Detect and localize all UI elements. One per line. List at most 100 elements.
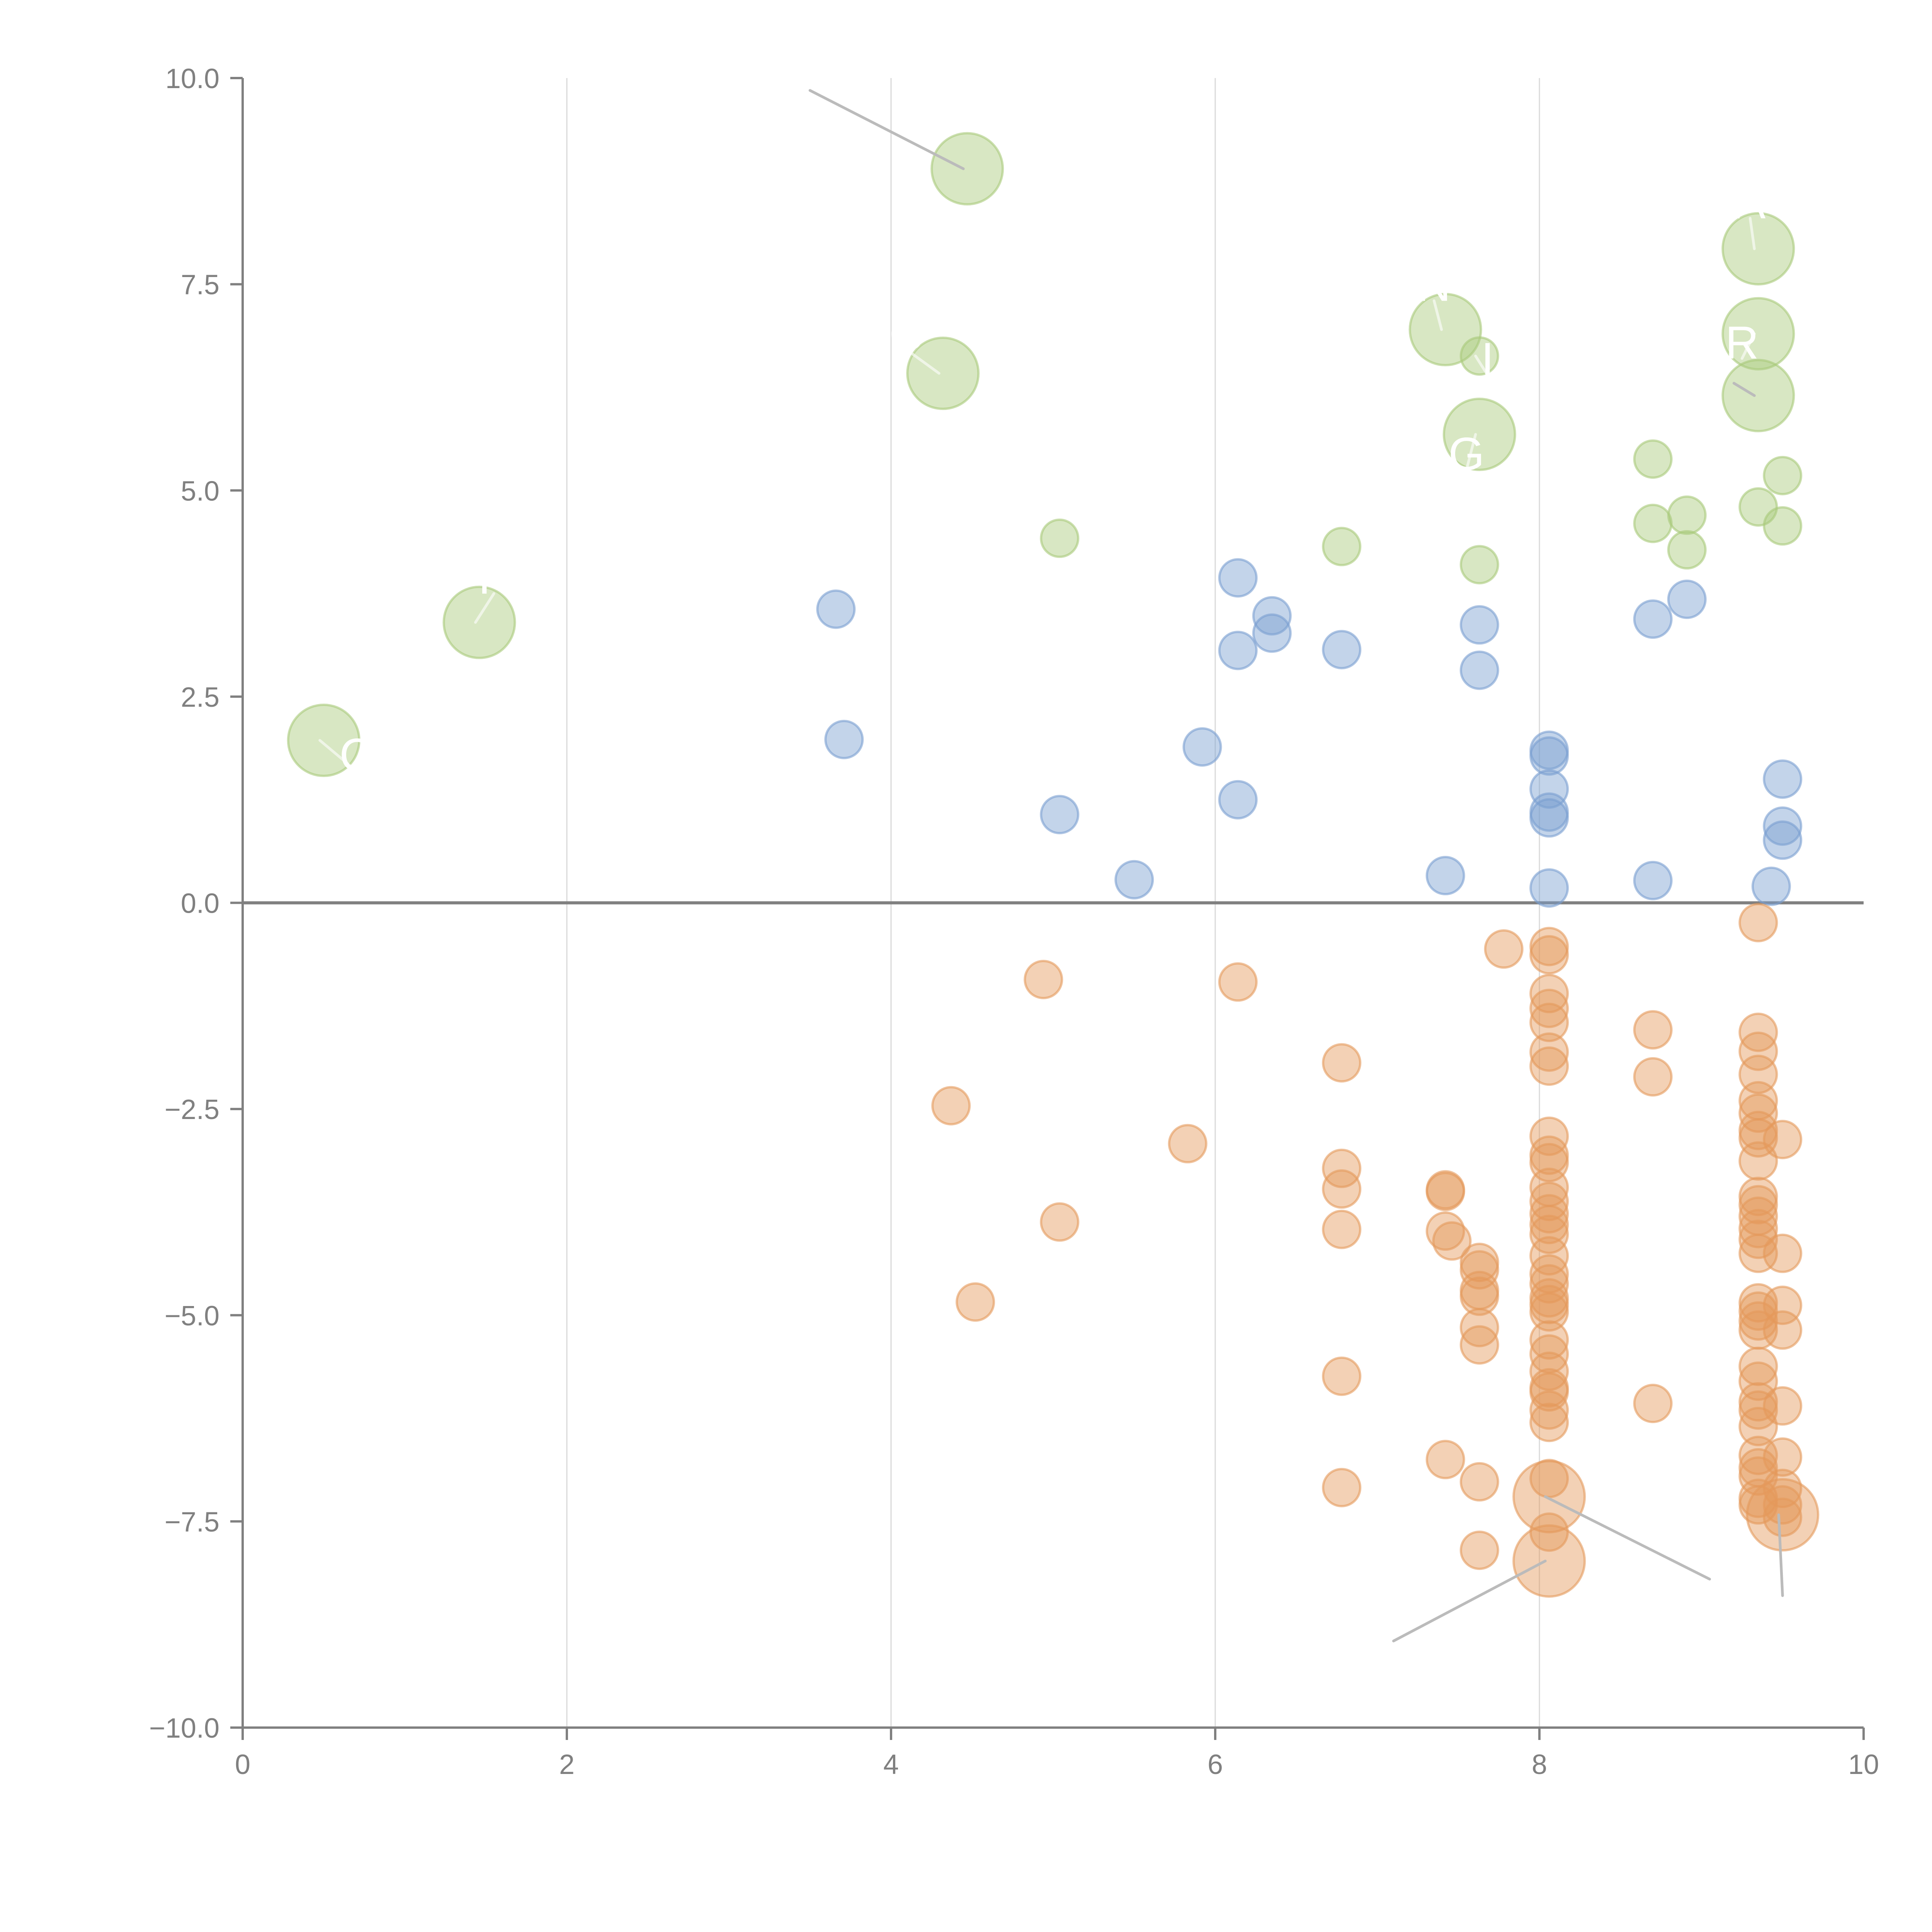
data-point-blue xyxy=(1322,630,1362,670)
data-point-orange xyxy=(1529,1214,1569,1254)
data-point-green xyxy=(1459,545,1499,585)
data-point-green xyxy=(1763,456,1803,495)
data-point-orange xyxy=(1763,1233,1803,1273)
annotation-leader xyxy=(906,349,940,375)
data-point-orange xyxy=(1512,1460,1586,1534)
annotation-leader xyxy=(1392,1560,1547,1643)
data-point-orange xyxy=(956,1282,995,1322)
data-point-orange xyxy=(1529,1032,1569,1072)
annotation-label: O xyxy=(889,308,925,360)
data-point-orange xyxy=(1738,1347,1778,1386)
data-point-orange xyxy=(1425,1172,1465,1211)
data-point-orange xyxy=(1529,1003,1569,1043)
data-point-orange xyxy=(1322,1043,1362,1083)
annotation-labels: C P O NIG A R xyxy=(339,177,1765,781)
data-point-orange xyxy=(1529,1046,1569,1086)
data-point-blue xyxy=(1252,613,1292,653)
data-point-blue xyxy=(824,719,864,759)
data-point-orange xyxy=(1763,1468,1803,1508)
data-point-orange xyxy=(1529,1403,1569,1442)
y-tick-label: −5.0 xyxy=(165,1301,219,1332)
data-point-orange xyxy=(1529,1351,1569,1391)
data-point-orange xyxy=(1322,1356,1362,1396)
data-point-green xyxy=(1763,506,1803,546)
y-tick-label: 10.0 xyxy=(165,63,219,94)
annotation-leader xyxy=(1732,382,1756,397)
annotation-label: I xyxy=(1481,333,1494,385)
y-tick-label: 7.5 xyxy=(181,270,219,301)
data-point-orange xyxy=(1738,1177,1778,1216)
data-point-orange xyxy=(931,1086,971,1126)
data-point-green xyxy=(1442,398,1516,471)
data-point-blue xyxy=(1114,860,1154,900)
data-point-orange xyxy=(1459,1308,1499,1347)
data-point-orange xyxy=(1218,962,1258,1002)
data-point-orange xyxy=(1529,927,1569,966)
annotation-leader xyxy=(1432,299,1443,331)
data-point-green xyxy=(930,132,1004,206)
data-point-orange xyxy=(1529,1194,1569,1234)
x-tick-label: 10 xyxy=(1848,1749,1879,1780)
data-point-green xyxy=(1721,212,1795,286)
data-point-orange xyxy=(1040,1202,1080,1242)
data-point-green xyxy=(1459,336,1499,376)
data-point-orange xyxy=(1633,1384,1673,1423)
data-point-orange xyxy=(1763,1437,1803,1477)
data-point-green xyxy=(1633,503,1673,543)
data-point-orange xyxy=(1763,1497,1803,1537)
y-tick-label: 2.5 xyxy=(181,682,219,713)
data-point-blue xyxy=(1529,736,1569,776)
data-point-orange xyxy=(1529,935,1569,975)
data-point-blue xyxy=(1218,780,1258,820)
data-point-orange xyxy=(1168,1124,1208,1163)
data-point-blue xyxy=(1529,798,1569,838)
data-point-blue xyxy=(1751,866,1791,906)
data-point-orange xyxy=(1529,1204,1569,1244)
data-point-blue xyxy=(1459,605,1499,645)
y-tick-label: −7.5 xyxy=(165,1507,219,1537)
data-point-orange xyxy=(1763,1120,1803,1160)
annotation-leader xyxy=(1740,332,1756,360)
data-point-orange xyxy=(1529,1292,1569,1332)
data-point-orange xyxy=(1738,903,1778,942)
data-point-orange xyxy=(1459,1531,1499,1570)
y-tick-label: −10.0 xyxy=(149,1713,219,1744)
data-point-orange xyxy=(1738,1219,1778,1259)
y-tick-label: 0.0 xyxy=(181,888,219,919)
x-tick-label: 2 xyxy=(559,1749,575,1780)
data-point-green xyxy=(1721,297,1795,371)
x-tick-label: 0 xyxy=(235,1749,250,1780)
data-point-blue xyxy=(1218,558,1258,598)
data-point-green xyxy=(1040,519,1080,558)
data-point-orange xyxy=(1425,1440,1465,1480)
annotation-label: A xyxy=(1735,177,1765,228)
annotation-leader xyxy=(1474,354,1489,376)
data-point-orange xyxy=(1529,1390,1569,1430)
data-point-green xyxy=(1322,527,1362,566)
data-point-orange xyxy=(1432,1221,1472,1261)
data-point-green xyxy=(1633,439,1673,479)
data-point-orange xyxy=(1322,1209,1362,1249)
data-point-orange xyxy=(1738,1390,1778,1430)
data-point-blue xyxy=(1667,580,1707,619)
data-point-orange xyxy=(1529,1512,1569,1552)
data-point-green xyxy=(906,337,980,410)
annotation-leader xyxy=(474,592,495,624)
data-point-orange xyxy=(1529,1182,1569,1221)
annotation-label: G xyxy=(1449,428,1485,480)
data-point-blue xyxy=(1633,861,1673,900)
data-point-orange xyxy=(1512,1524,1586,1598)
data-point-blue xyxy=(1763,806,1803,846)
annotation-label: C xyxy=(339,729,373,781)
y-tick-label: −2.5 xyxy=(165,1094,219,1125)
data-point-blue xyxy=(816,589,856,629)
data-point-green xyxy=(1721,359,1795,432)
y-tick-label: 5.0 xyxy=(181,476,219,507)
data-point-green xyxy=(1667,495,1707,535)
data-point-green xyxy=(442,585,516,659)
data-point-blue xyxy=(1633,599,1673,639)
data-point-orange xyxy=(1633,1057,1673,1097)
data-point-orange xyxy=(1738,1301,1778,1341)
data-point-orange xyxy=(1322,1169,1362,1209)
